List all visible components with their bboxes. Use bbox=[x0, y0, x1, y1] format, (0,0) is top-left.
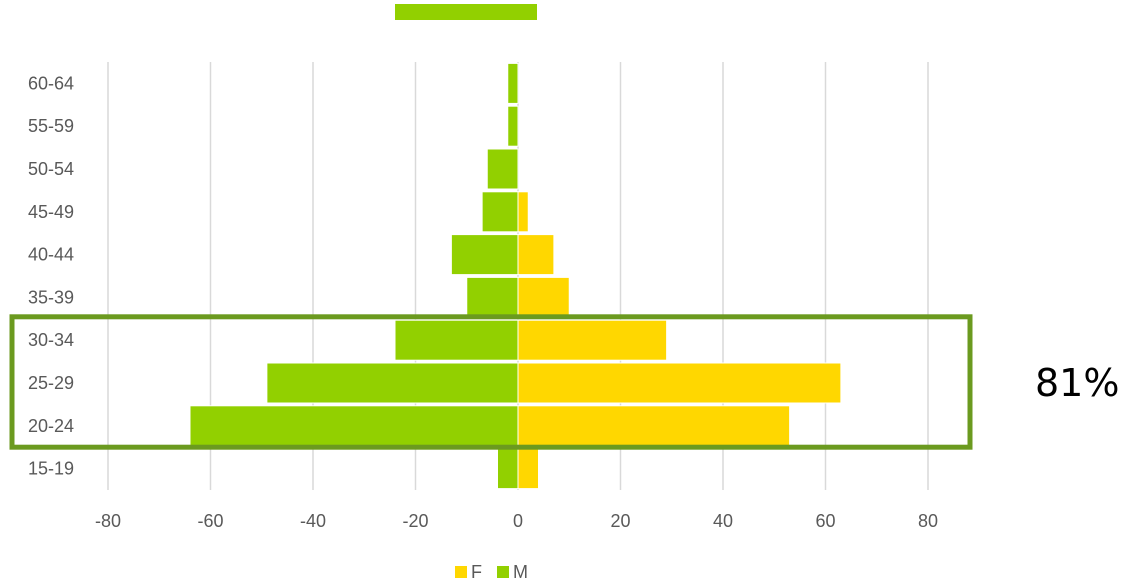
bar-m-20-24 bbox=[190, 406, 518, 446]
category-label: 50-54 bbox=[28, 159, 74, 179]
x-tick-label: 40 bbox=[713, 511, 733, 531]
x-tick-label: -60 bbox=[197, 511, 223, 531]
category-axis: 15-19 20-24 25-29 30-34 35-39 40-44 45-49 50-54… bbox=[28, 73, 74, 478]
bar-f-15-19 bbox=[518, 449, 539, 489]
highlight-percentage-label: 81% bbox=[1035, 361, 1119, 405]
bar-f-20-24 bbox=[518, 406, 790, 446]
bars bbox=[190, 63, 841, 488]
title-bar-decoration bbox=[395, 4, 537, 20]
x-tick-label: -80 bbox=[95, 511, 121, 531]
x-tick-label: -20 bbox=[402, 511, 428, 531]
category-label: 60-64 bbox=[28, 73, 74, 93]
legend-swatch-m bbox=[497, 566, 509, 578]
category-label: 25-29 bbox=[28, 373, 74, 393]
bar-f-30-34 bbox=[518, 320, 667, 360]
category-label: 30-34 bbox=[28, 330, 74, 350]
legend-swatch-f bbox=[455, 566, 467, 578]
category-label: 45-49 bbox=[28, 202, 74, 222]
bar-f-40-44 bbox=[518, 235, 554, 275]
category-label: 20-24 bbox=[28, 416, 74, 436]
bar-m-15-19 bbox=[498, 449, 519, 489]
category-label: 55-59 bbox=[28, 116, 74, 136]
bar-m-30-34 bbox=[395, 320, 518, 360]
bar-m-50-54 bbox=[487, 149, 518, 189]
x-tick-label: 60 bbox=[815, 511, 835, 531]
x-tick-label: 0 bbox=[513, 511, 523, 531]
bar-m-55-59 bbox=[508, 106, 518, 146]
bar-f-25-29 bbox=[518, 363, 841, 403]
bar-m-45-49 bbox=[482, 192, 518, 232]
bar-f-35-39 bbox=[518, 277, 569, 317]
legend-label-f: F bbox=[471, 562, 482, 582]
legend-label-m: M bbox=[513, 562, 528, 582]
x-tick-label: 80 bbox=[918, 511, 938, 531]
bar-m-25-29 bbox=[267, 363, 518, 403]
x-tick-label: 20 bbox=[610, 511, 630, 531]
bar-m-60-64 bbox=[508, 63, 518, 103]
bar-f-45-49 bbox=[518, 192, 528, 232]
x-tick-label: -40 bbox=[300, 511, 326, 531]
bar-m-40-44 bbox=[451, 235, 518, 275]
category-label: 15-19 bbox=[28, 459, 74, 479]
category-label: 40-44 bbox=[28, 245, 74, 265]
value-axis: -80 -60 -40 -20 0 20 40 60 80 bbox=[95, 511, 938, 531]
category-label: 35-39 bbox=[28, 287, 74, 307]
bar-m-35-39 bbox=[467, 277, 518, 317]
